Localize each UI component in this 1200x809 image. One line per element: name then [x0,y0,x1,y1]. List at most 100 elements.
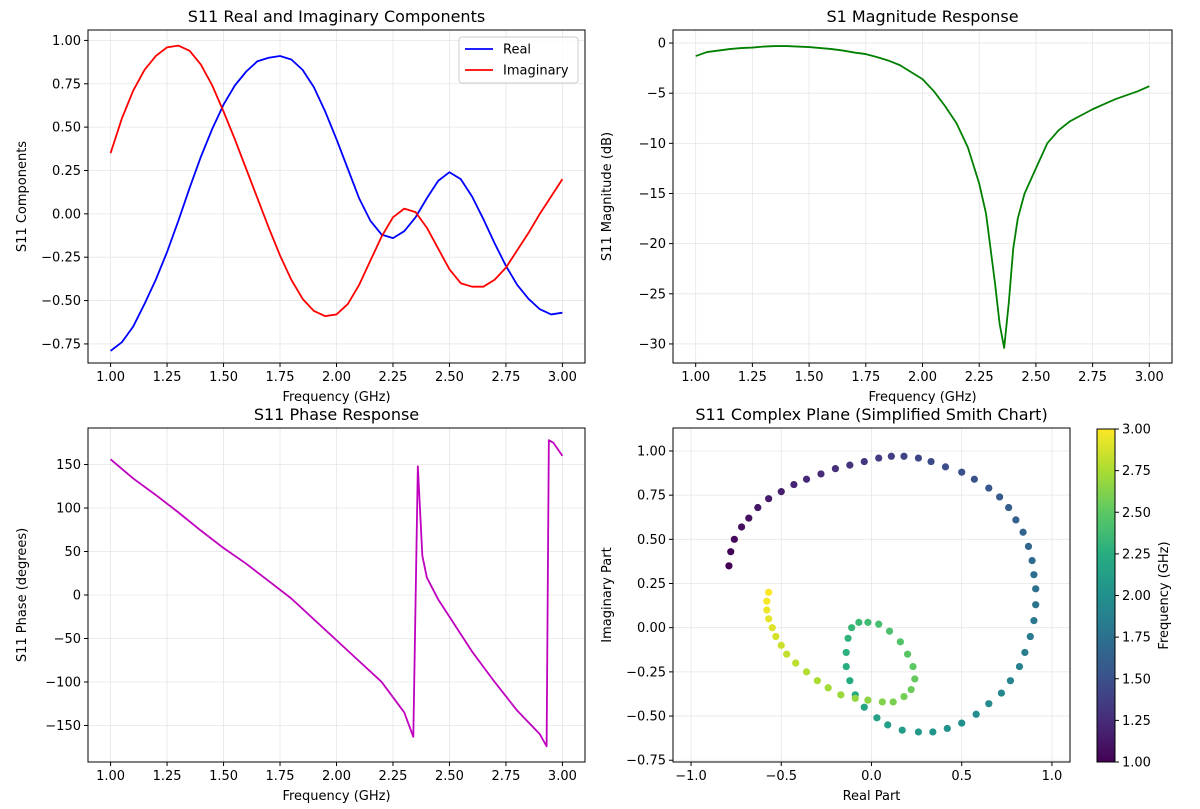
scatter-point [846,677,854,685]
scatter-point [765,615,773,623]
chart-magnitude: 1.00 1.25 1.50 1.75 2.00 2.25 2.50 2.75 3.00 −30 −… [600,7,1173,405]
scatter-point [898,726,906,734]
scatter-point [860,457,868,466]
x-tick-label: 0.5 [951,769,972,784]
scatter-point [927,457,935,466]
scatter-point [875,454,883,462]
scatter-point [929,728,937,736]
y-tick-label: 0.00 [637,621,666,636]
x-tick-label: 1.25 [153,370,182,385]
scatter-point [889,698,897,706]
y-tick-label: 0.25 [52,164,81,179]
y-tick-label: −150 [45,719,81,734]
y-tick-label: 0.00 [52,207,81,222]
scatter-point [985,700,993,708]
scatter-point [1024,542,1033,551]
scatter-point [860,703,868,711]
x-tick-label: 3.00 [548,769,577,784]
scatter-point [943,724,951,733]
scatter-point [996,493,1004,501]
y-tick-label: −15 [639,187,666,202]
scatter-point [909,662,917,671]
scatter-point [914,454,923,462]
series-line-s11-magnitude [695,45,1150,349]
legend: Real Imaginary [458,36,579,84]
x-tick-label: −1.0 [675,769,707,784]
legend-entry: Real [503,43,531,58]
scatter-point [768,624,776,632]
colorbar-tick-label: 1.75 [1122,631,1151,646]
y-tick-label: −0.25 [626,665,666,680]
scatter-point [802,475,811,483]
x-tick-label: 1.75 [266,769,295,784]
y-tick-label: −50 [54,632,81,647]
colorbar-tick-label: 1.00 [1122,756,1151,771]
y-axis-label: S11 Phase (degrees) [15,528,30,662]
scatter-point [1028,556,1036,565]
scatter-point [848,624,856,632]
scatter-point [1030,617,1038,625]
scatter-point [846,461,854,469]
scatter-point [896,638,904,646]
x-tick-label: 1.75 [851,370,880,385]
y-tick-label: 1.00 [52,34,81,49]
x-tick-label: 2.25 [965,370,994,385]
scatter-point [911,675,919,683]
scatter-point [941,463,950,471]
x-axis-label: Frequency (GHz) [868,390,976,405]
x-tick-label: 2.75 [1078,370,1107,385]
plot-area [109,44,564,352]
scatter-point [884,721,892,729]
legend-entry: Imaginary [503,64,569,79]
scatter-point [792,659,800,667]
x-tick-label: 2.00 [908,370,937,385]
scatter-point [745,514,753,522]
chart-title: S1 Magnitude Response [826,7,1018,26]
x-tick-label: 1.25 [153,769,182,784]
scatter-point [864,696,872,704]
x-tick-label: 2.25 [379,769,408,784]
scatter-point [824,684,832,692]
x-tick-label: 1.25 [738,370,767,385]
x-tick-label: 3.00 [548,370,577,385]
scatter-point [1032,585,1040,593]
y-tick-label: −25 [639,287,666,302]
y-tick-label: 0 [73,589,81,604]
y-tick-label: −10 [639,137,666,152]
scatter-point [725,562,733,570]
plot-area [725,452,1040,736]
scatter-point [765,588,773,596]
scatter-point [765,495,773,503]
scatter-point [907,685,915,694]
y-tick-label: −30 [639,337,666,352]
scatter-point [1006,677,1015,685]
scatter-point [842,648,850,657]
x-axis-label: Frequency (GHz) [282,789,390,804]
scatter-point [958,719,966,727]
y-tick-label: −5 [647,87,666,102]
scatter-point [777,488,785,496]
x-tick-label: 2.00 [322,769,351,784]
y-tick-label: −0.50 [626,710,666,725]
scatter-point [802,668,811,676]
scatter-point [900,452,908,460]
y-tick-label: −20 [639,237,666,252]
scatter-point [985,484,993,492]
scatter-point [837,691,845,699]
colorbar-tick-label: 1.25 [1122,714,1151,729]
chart-phase: 1.00 1.25 1.50 1.75 2.00 2.25 2.50 2.75 3.00 −150… [15,405,586,804]
scatter-point [1019,528,1027,536]
colorbar-tick-label: 3.00 [1122,423,1151,438]
y-axis-label: Imaginary Part [600,547,615,642]
scatter-point [1021,648,1029,657]
plot-area [110,439,564,748]
colorbar: 1.00 1.25 1.50 1.75 2.00 2.25 2.50 2.75 3.00 Freq… [1096,423,1172,771]
colorbar-tick-label: 2.00 [1122,589,1151,604]
series-line-imaginary [109,44,564,318]
scatter-point [1012,516,1020,524]
scatter-point [730,535,738,543]
scatter-point [864,618,872,626]
chart-title: S11 Phase Response [254,405,419,424]
chart-title: S11 Complex Plane (Simplified Smith Char… [695,405,1047,424]
